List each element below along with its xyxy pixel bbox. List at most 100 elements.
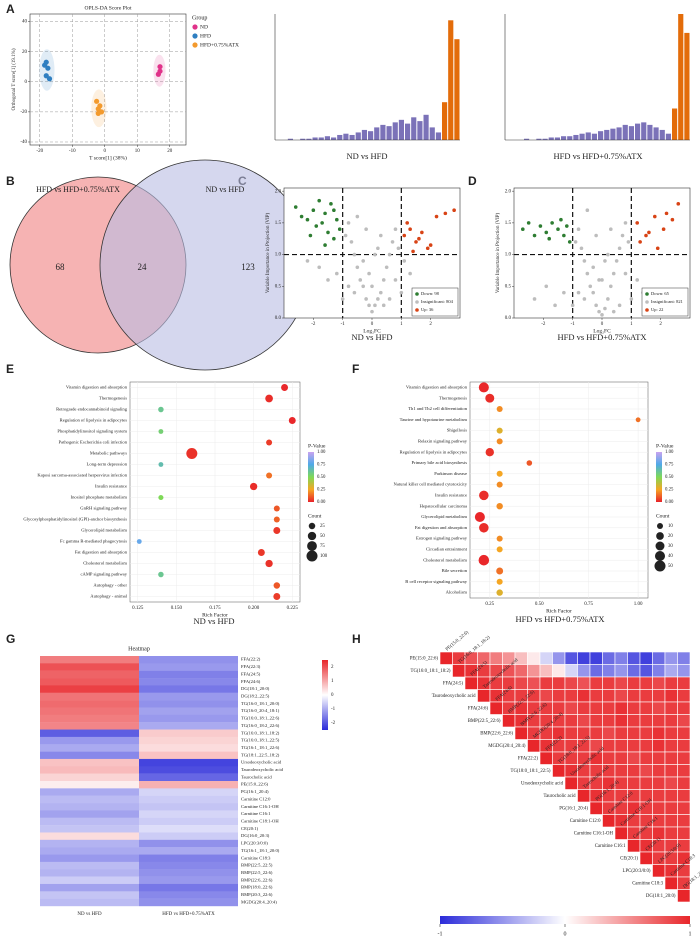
point bbox=[349, 240, 354, 244]
corr-cell bbox=[602, 689, 616, 703]
legend-swatch bbox=[645, 308, 649, 312]
y-tick-label: Relaxin signaling pathway bbox=[418, 438, 468, 443]
point bbox=[408, 227, 412, 232]
point bbox=[547, 236, 551, 241]
heat-cell bbox=[40, 795, 139, 804]
legend-label: ND bbox=[200, 24, 208, 30]
point bbox=[352, 290, 357, 295]
bar bbox=[306, 138, 312, 140]
y-tick-label: Vitamin digestion and absorption bbox=[406, 384, 468, 389]
heat-cell bbox=[40, 869, 139, 877]
corr-cell bbox=[664, 689, 678, 703]
corr-cell bbox=[639, 664, 653, 678]
point bbox=[579, 246, 584, 251]
colorbar-label: 0.50 bbox=[665, 475, 674, 480]
row-label: Carnitine C12:0 bbox=[241, 796, 271, 801]
point bbox=[562, 233, 566, 238]
row-label: Carnitine C18:1-OH bbox=[241, 819, 279, 824]
point bbox=[553, 303, 557, 308]
corr-cell bbox=[677, 889, 691, 903]
size-legend-title: Count bbox=[308, 513, 322, 519]
heat-cell bbox=[139, 751, 238, 760]
corr-cell bbox=[652, 801, 666, 815]
row-label: Ursodeoxycholic acid bbox=[521, 781, 564, 786]
corr-cell bbox=[614, 826, 628, 840]
size-swatch bbox=[306, 550, 318, 562]
corr-cell bbox=[514, 676, 528, 690]
bar bbox=[585, 132, 591, 140]
point bbox=[565, 224, 569, 228]
corr-cell bbox=[664, 739, 678, 753]
bar bbox=[604, 129, 610, 140]
colorbar-label: 0.75 bbox=[317, 463, 326, 468]
point bbox=[390, 240, 395, 244]
corr-cell bbox=[652, 776, 666, 790]
colorbar-label: 0.00 bbox=[665, 500, 674, 505]
corr-cell bbox=[677, 764, 691, 778]
point bbox=[526, 221, 531, 225]
point bbox=[655, 246, 660, 251]
bar bbox=[287, 138, 293, 140]
corr-cell bbox=[577, 664, 591, 678]
point bbox=[626, 240, 631, 244]
legend-label: HFD+0.75%ATX bbox=[200, 42, 239, 48]
bar bbox=[349, 134, 355, 140]
x-tick-label: 0.75 bbox=[584, 602, 593, 607]
point bbox=[402, 233, 407, 238]
legend-label: Insignificant: 804 bbox=[421, 299, 454, 304]
point bbox=[45, 65, 51, 71]
bar bbox=[386, 126, 392, 140]
row-label: TG(16:0_18:1_20:0) bbox=[241, 701, 280, 706]
point bbox=[317, 198, 322, 203]
corr-cell bbox=[677, 789, 691, 803]
corr-cell bbox=[627, 651, 641, 665]
heat-cell bbox=[139, 663, 238, 671]
point bbox=[567, 240, 572, 244]
point bbox=[405, 221, 410, 225]
bubble bbox=[485, 393, 495, 403]
bar bbox=[405, 123, 411, 140]
point bbox=[452, 208, 456, 212]
corr-cell bbox=[552, 689, 566, 703]
bubble bbox=[485, 448, 494, 457]
heat-cell bbox=[139, 736, 238, 745]
point bbox=[629, 297, 634, 301]
set-label: HFD vs HFD+0.75%ATX bbox=[36, 185, 120, 194]
bubble bbox=[496, 589, 503, 596]
corr-cell bbox=[489, 701, 503, 715]
heat-cell bbox=[40, 670, 139, 679]
point bbox=[381, 278, 386, 282]
x-axis-label: Log₂FC bbox=[363, 328, 381, 334]
row-label: DG(18:1_20:0) bbox=[241, 686, 270, 691]
size-swatch bbox=[655, 541, 665, 551]
bar bbox=[536, 138, 542, 140]
corr-cell bbox=[614, 751, 628, 765]
x-tick-label: -10 bbox=[69, 149, 76, 154]
heat-cell bbox=[139, 847, 238, 855]
point bbox=[521, 227, 525, 232]
bar bbox=[392, 122, 398, 140]
x-tick-label: 0.25 bbox=[485, 602, 494, 607]
bubble bbox=[496, 502, 503, 510]
y-tick-label: -40 bbox=[20, 140, 27, 145]
bar bbox=[361, 129, 367, 140]
legend-box bbox=[641, 287, 689, 317]
y-tick-label: Phosphatidylinositol signaling system bbox=[57, 429, 127, 434]
legend-swatch bbox=[415, 292, 419, 296]
colorbar-label: 0.00 bbox=[317, 500, 326, 505]
size-swatch bbox=[307, 541, 317, 551]
bubble bbox=[288, 417, 296, 424]
corr-cell bbox=[527, 676, 541, 690]
heat-cell bbox=[40, 803, 139, 811]
bar bbox=[579, 133, 585, 140]
corr-cell bbox=[539, 651, 553, 665]
heat-cell bbox=[139, 810, 238, 818]
corr-cell bbox=[564, 714, 578, 728]
caption: HFD vs HFD+0.75%ATX bbox=[515, 614, 604, 624]
row-label: Carnitine C18:3 bbox=[632, 881, 663, 886]
heat-cell bbox=[40, 810, 139, 818]
x-tick-label: 20 bbox=[167, 149, 173, 154]
point bbox=[352, 252, 357, 257]
corr-cell bbox=[664, 751, 678, 765]
point bbox=[620, 233, 625, 238]
